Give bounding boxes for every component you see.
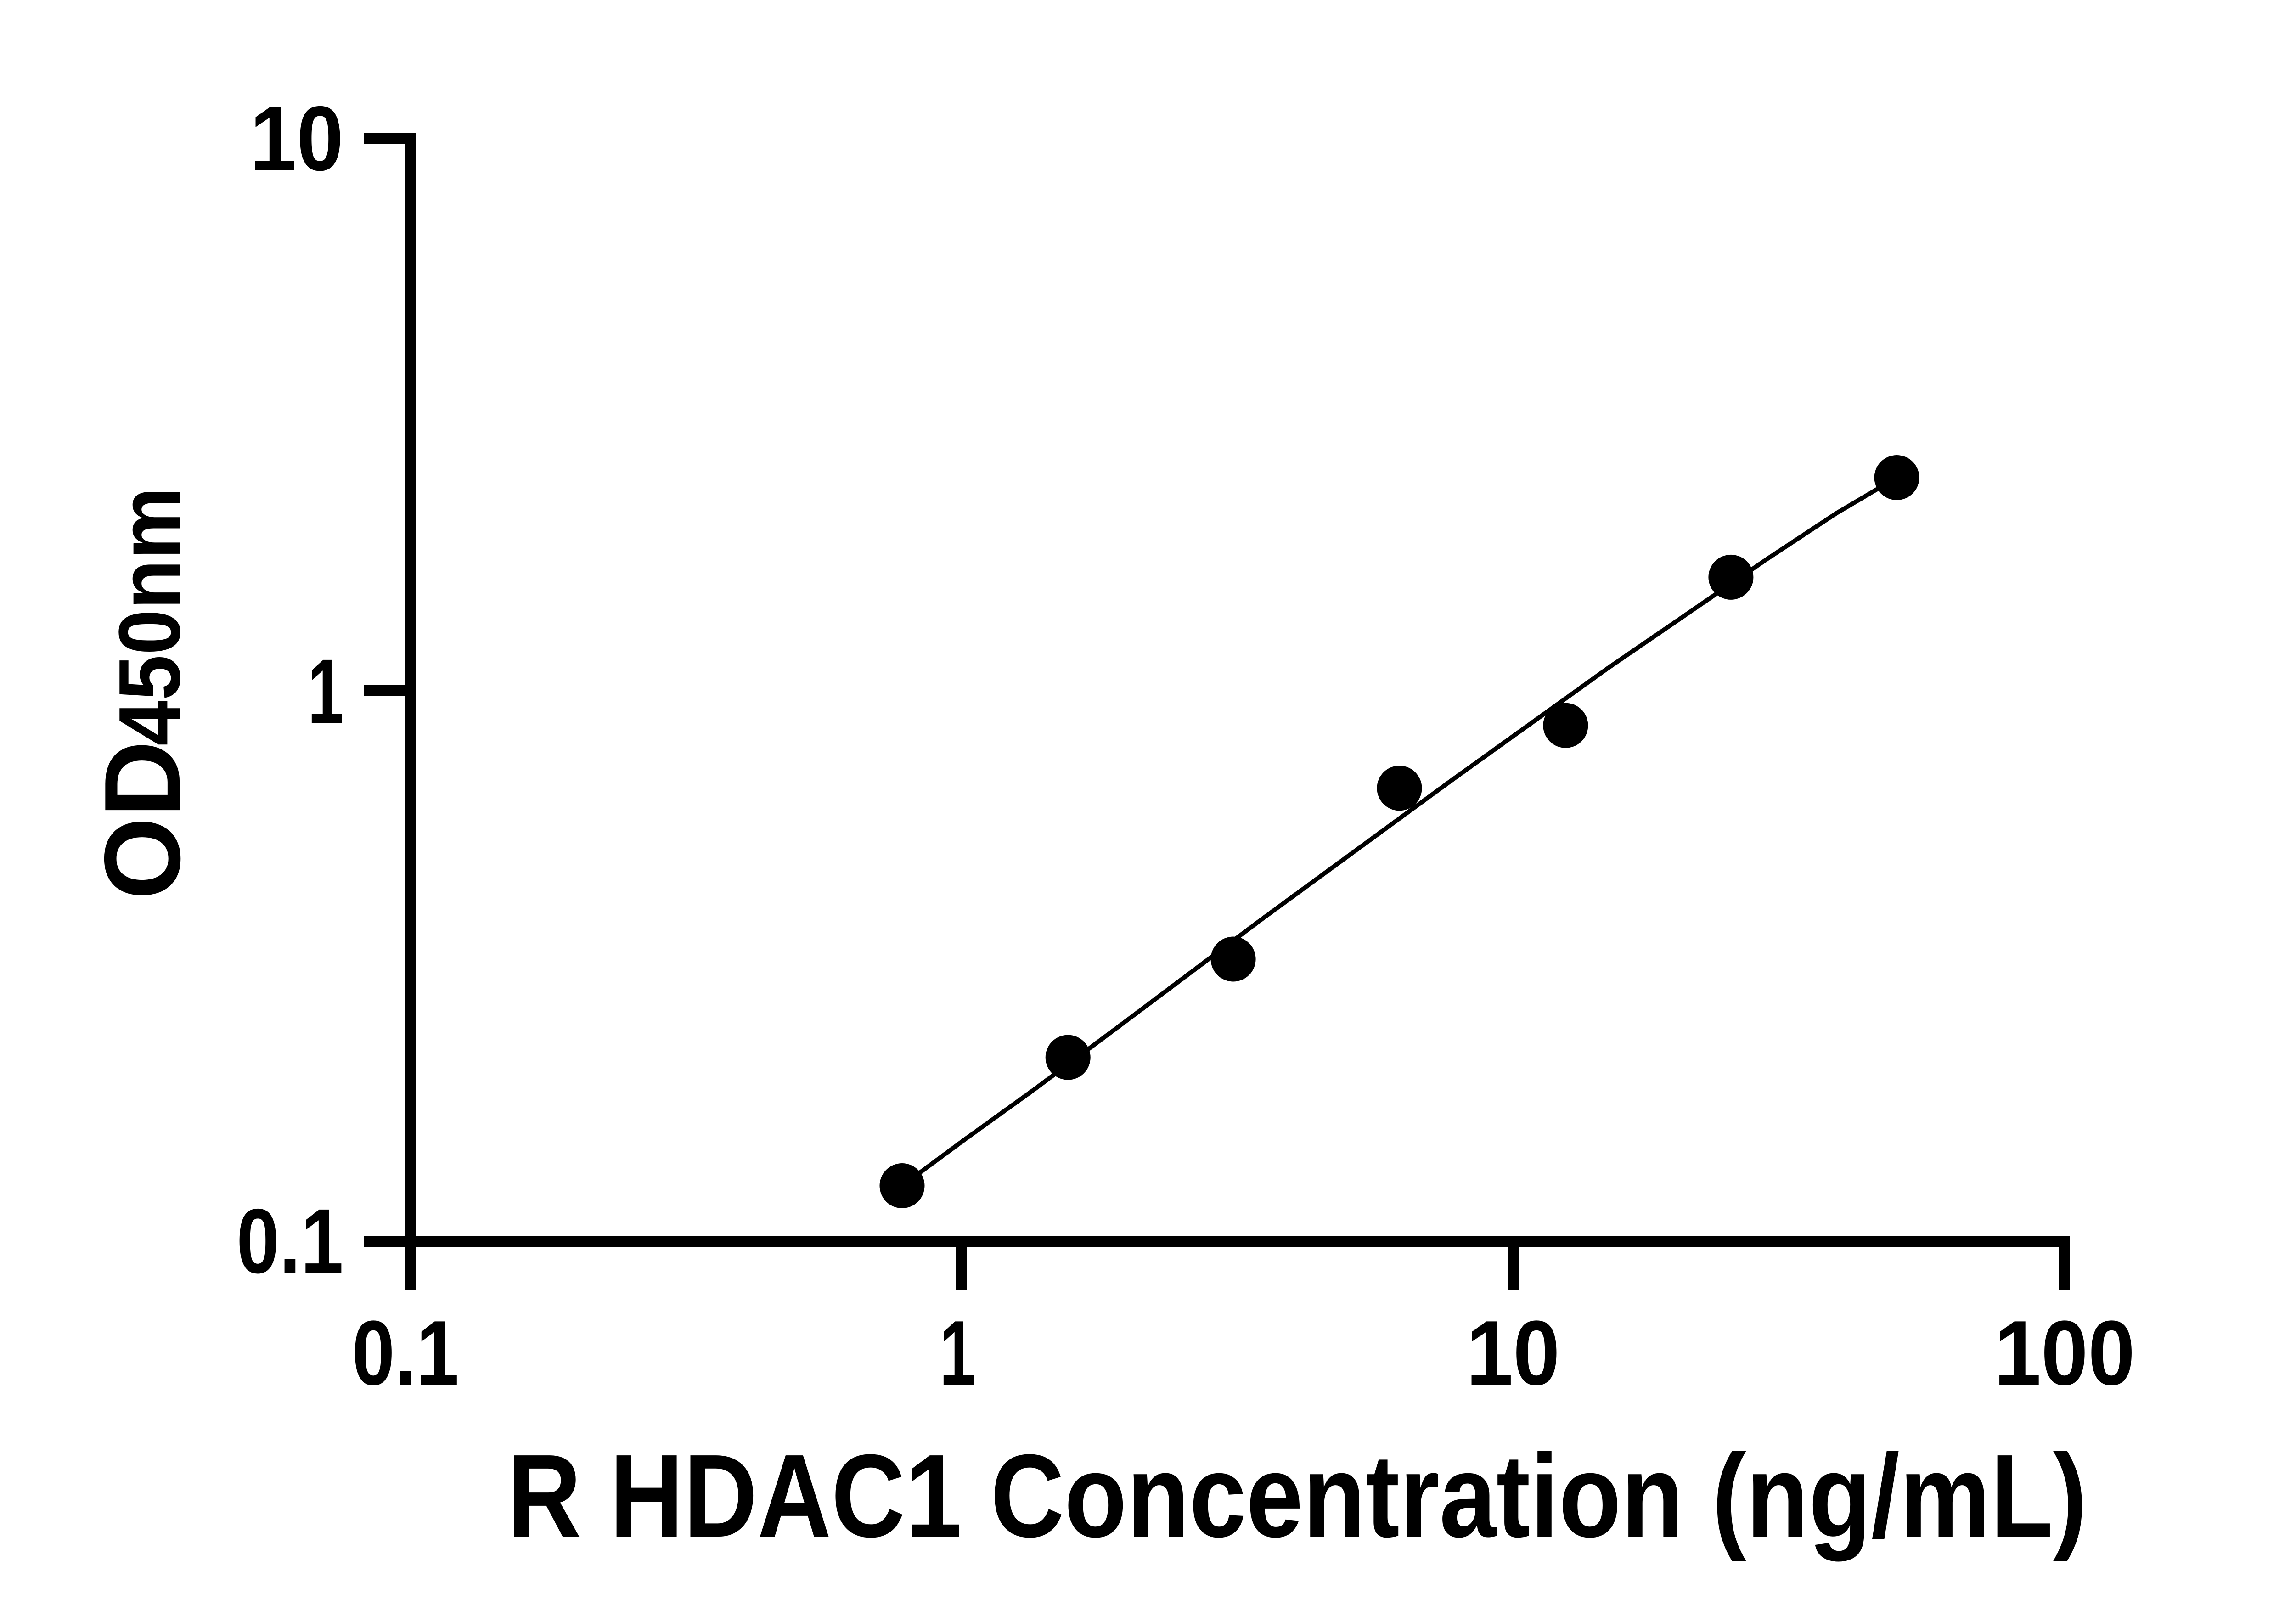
svg-text:0.1: 0.1 — [236, 1190, 343, 1293]
svg-text:100: 100 — [1994, 1302, 2135, 1404]
svg-text:OD: OD — [82, 741, 203, 900]
svg-text:R HDAC1 Concentration (ng/mL): R HDAC1 Concentration (ng/mL) — [507, 1430, 2087, 1562]
svg-text:450nm: 450nm — [101, 487, 198, 746]
svg-text:1: 1 — [308, 641, 343, 743]
svg-text:10: 10 — [250, 88, 343, 190]
svg-text:10: 10 — [1466, 1302, 1560, 1404]
svg-text:1: 1 — [940, 1302, 975, 1404]
svg-text:0.1: 0.1 — [352, 1302, 459, 1404]
